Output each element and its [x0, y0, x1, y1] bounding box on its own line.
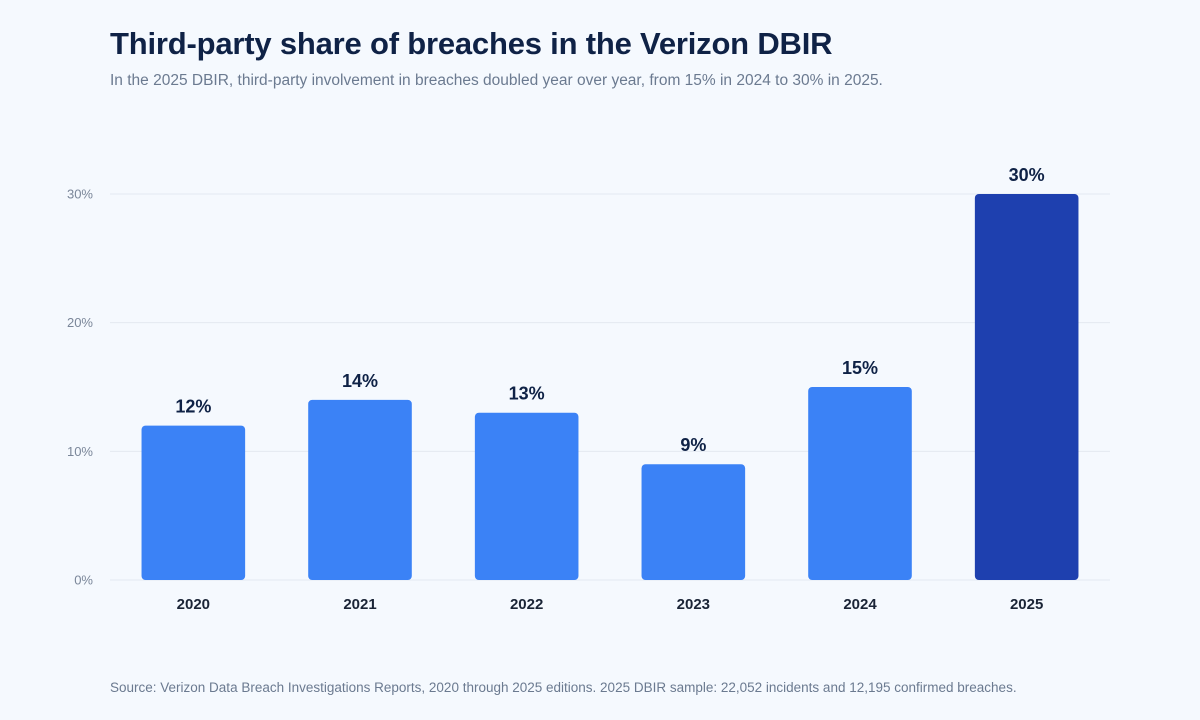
data-label-2024: 15% [842, 358, 878, 378]
chart-title: Third-party share of breaches in the Ver… [110, 26, 833, 61]
bar-2024 [808, 387, 912, 580]
data-labels: 12% 14% 13% 9% 15% 30% [175, 165, 1044, 455]
x-tick-label-2024: 2024 [843, 596, 877, 613]
data-label-2023: 9% [680, 435, 706, 455]
x-tick-label-2022: 2022 [510, 596, 543, 613]
bar-2022 [474, 412, 579, 580]
x-tick-label-2025: 2025 [1010, 596, 1043, 613]
y-tick-label: 10% [67, 444, 93, 459]
gridlines [110, 193, 1110, 581]
bars [141, 194, 1079, 580]
data-label-2021: 14% [342, 371, 378, 391]
data-label-2025: 30% [1009, 165, 1045, 185]
x-tick-label-2020: 2020 [177, 596, 210, 613]
x-axis-ticks: 2020 2021 2022 2023 2024 2025 [177, 596, 1044, 613]
bar-2020 [141, 425, 246, 580]
data-label-2020: 12% [175, 397, 211, 417]
x-tick-label-2023: 2023 [677, 596, 710, 613]
data-label-2022: 13% [509, 384, 545, 404]
y-tick-label: 30% [67, 187, 93, 202]
y-tick-label: 0% [74, 573, 93, 588]
source-note: Source: Verizon Data Breach Investigatio… [110, 680, 1017, 695]
bar-2021 [308, 399, 412, 580]
bar-2025 [974, 194, 1079, 580]
x-tick-label-2021: 2021 [343, 596, 376, 613]
bar-2023 [641, 464, 746, 580]
y-tick-label: 20% [67, 315, 93, 330]
chart-subtitle: In the 2025 DBIR, third-party involvemen… [110, 72, 883, 89]
y-axis-ticks: 0% 10% 20% 30% [67, 187, 93, 588]
